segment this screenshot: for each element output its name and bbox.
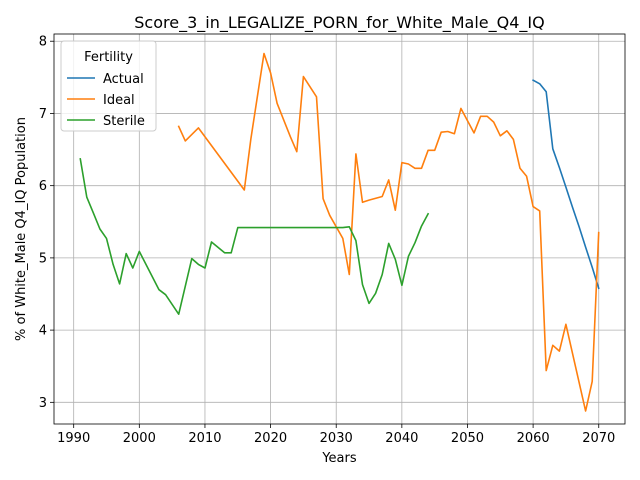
x-tick-label: 2050	[451, 431, 484, 446]
y-tick-label: 8	[39, 35, 47, 50]
y-tick-label: 6	[39, 179, 47, 194]
legend-title: Fertility	[84, 50, 133, 65]
y-tick-label: 5	[39, 251, 47, 266]
x-axis: 1990 2000 2010 2020 2030 2040 2050 2060 2070	[57, 424, 615, 446]
y-axis-label: % of White_Male Q4_IQ Population	[14, 117, 29, 341]
y-tick-label: 3	[39, 396, 47, 411]
legend-label-actual: Actual	[103, 72, 144, 87]
x-tick-label: 2030	[320, 431, 353, 446]
x-tick-label: 2060	[517, 431, 550, 446]
x-tick-label: 2020	[254, 431, 287, 446]
legend-label-sterile: Sterile	[103, 114, 145, 129]
grid-lines	[54, 34, 625, 424]
legend-items: Actual Ideal Sterile	[67, 72, 145, 129]
y-tick-label: 4	[39, 324, 47, 339]
legend-label-ideal: Ideal	[103, 93, 135, 108]
legend-box	[60, 40, 157, 132]
series-line-sterile	[79, 157, 430, 316]
x-axis-label: Years	[321, 451, 357, 466]
x-tick-label: 2040	[385, 431, 418, 446]
y-tick-label: 7	[39, 107, 47, 122]
series-lines	[79, 52, 600, 412]
legend: Fertility Actual Ideal Sterile	[60, 40, 157, 132]
series-line-actual	[532, 79, 600, 290]
chart-title: Score_3_in_LEGALIZE_PORN_for_White_Male_…	[134, 13, 544, 33]
x-tick-label: 2070	[582, 431, 615, 446]
y-axis: 3 4 5 6 7 8	[39, 35, 54, 411]
x-tick-label: 2000	[123, 431, 156, 446]
plot-area	[53, 33, 626, 425]
series-line-ideal	[177, 52, 600, 412]
x-tick-label: 2010	[188, 431, 221, 446]
x-tick-label: 1990	[57, 431, 90, 446]
